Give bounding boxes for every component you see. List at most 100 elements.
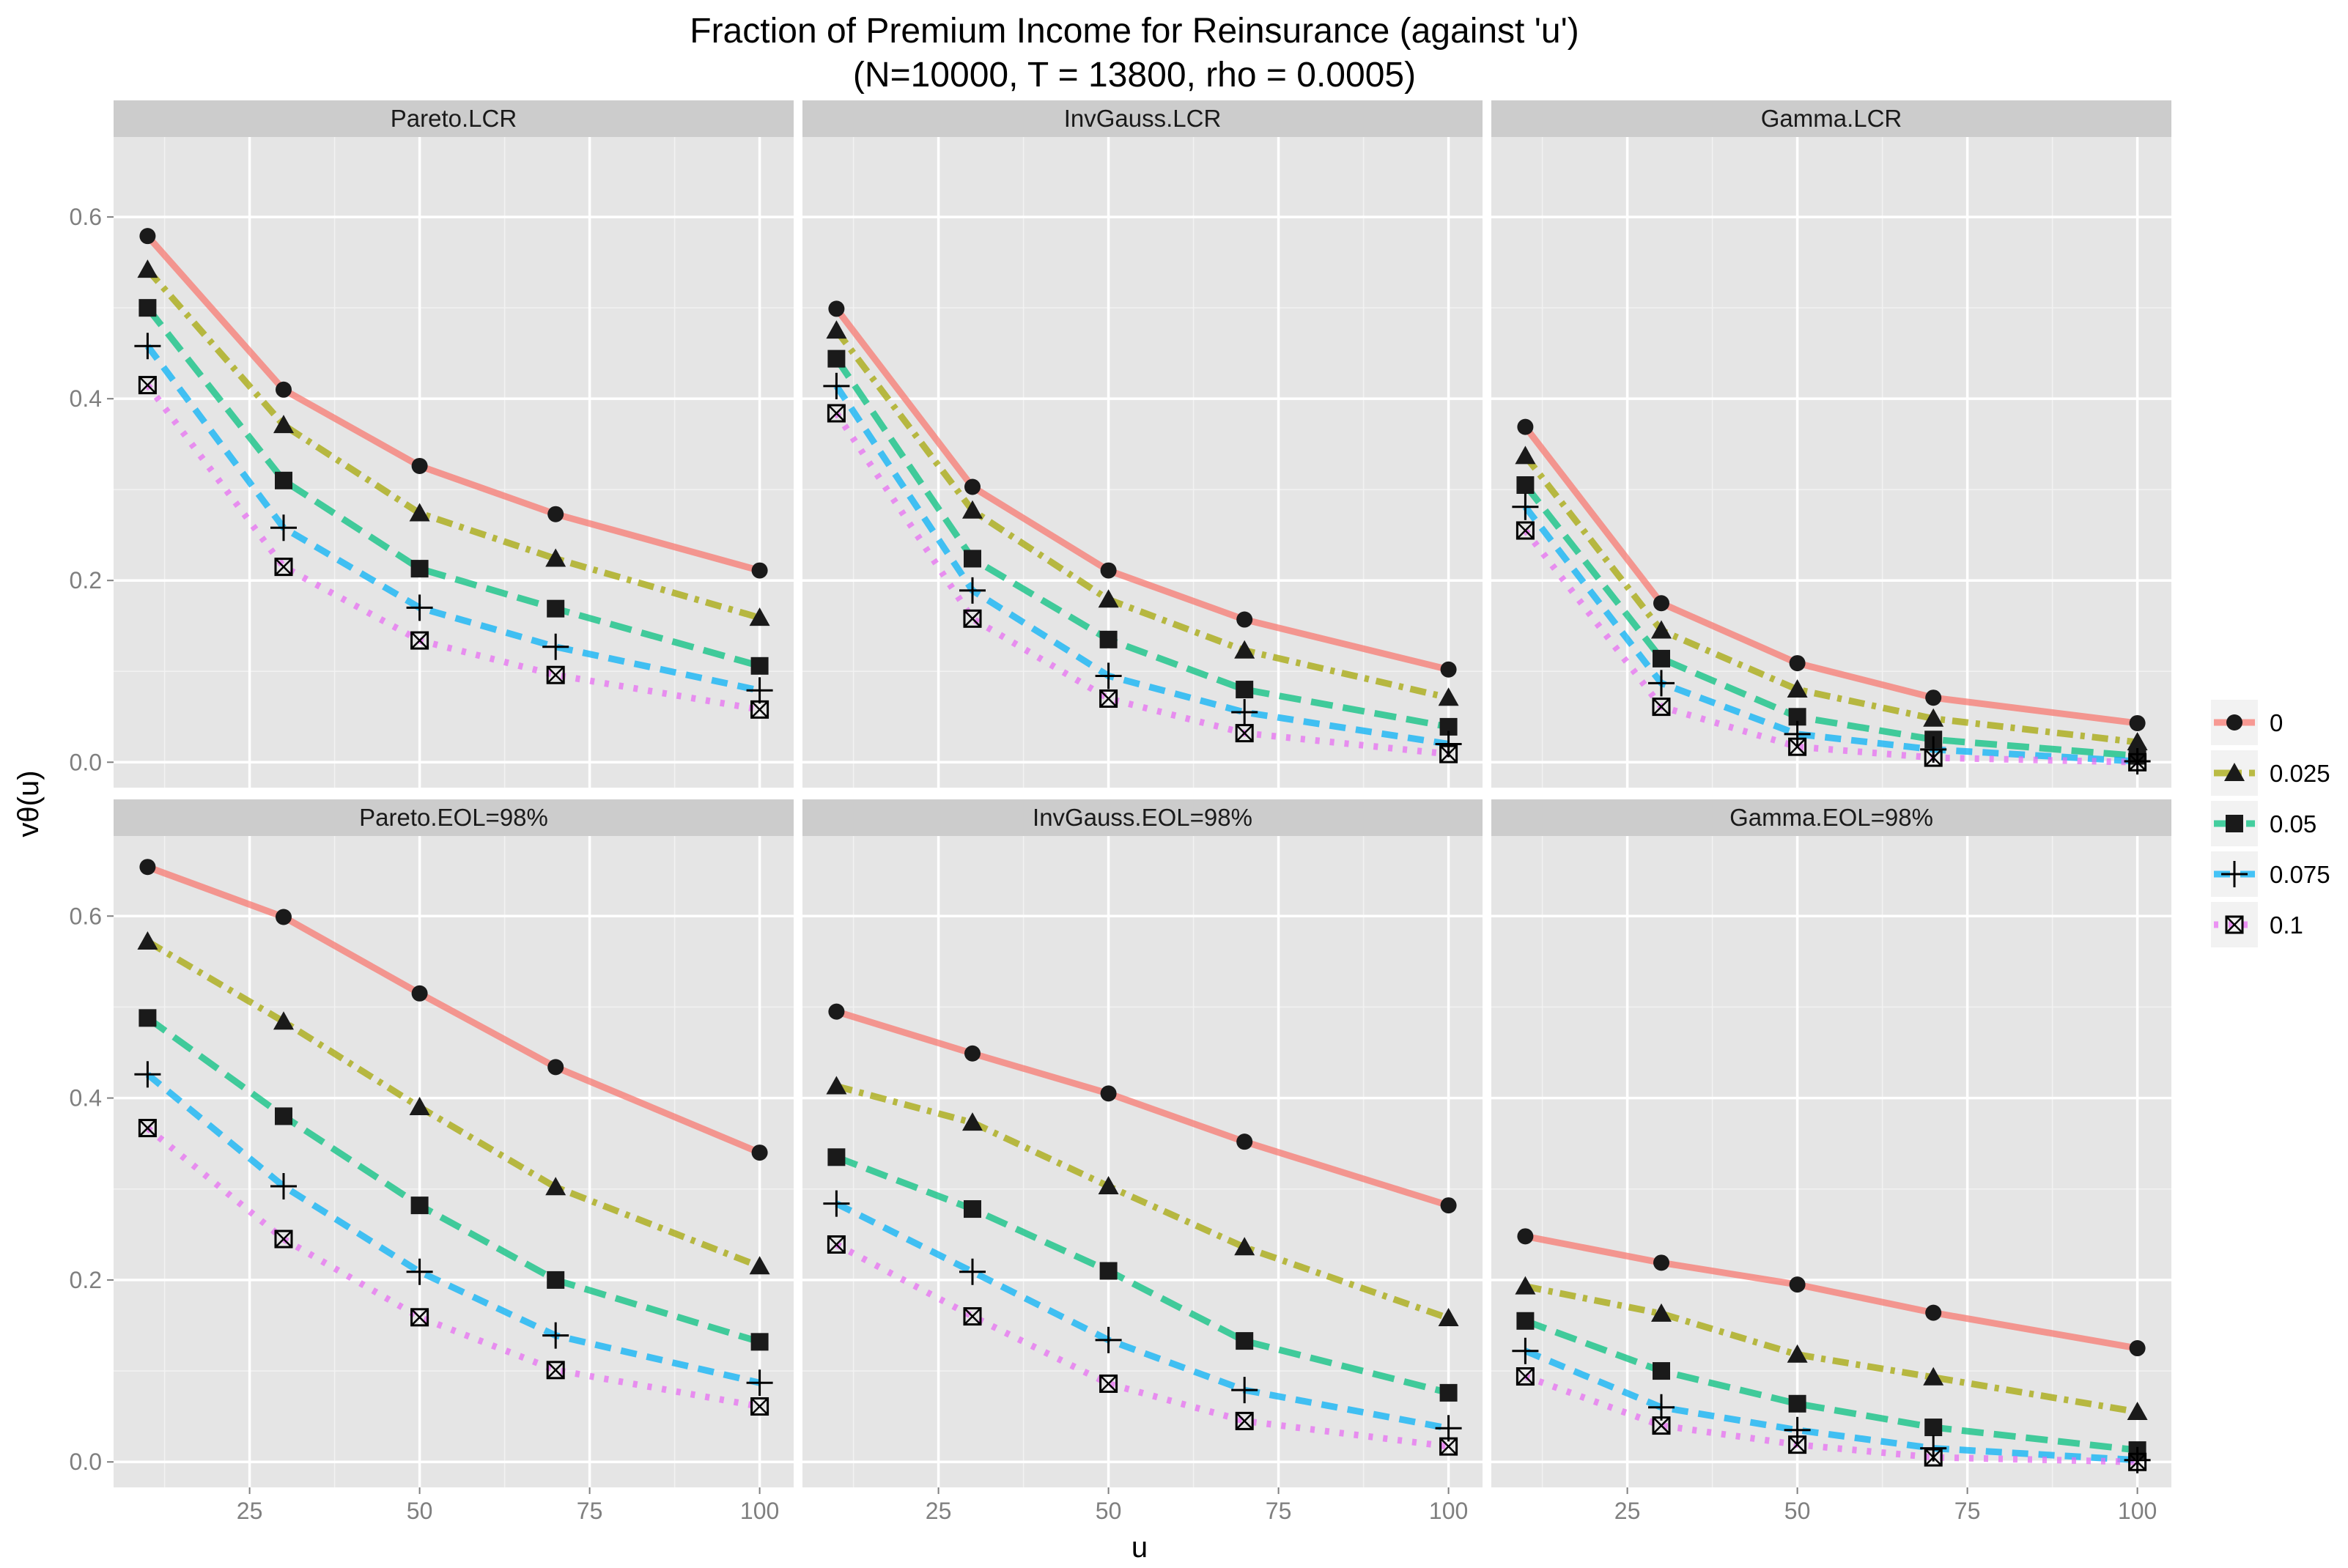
data-point [1516, 521, 1535, 540]
data-point [1235, 724, 1254, 743]
data-point [750, 1333, 769, 1351]
data-point [1439, 1437, 1458, 1456]
data-point [546, 665, 565, 684]
data-point [1517, 1228, 1534, 1245]
data-point [1924, 748, 1943, 767]
data-point [1516, 1367, 1535, 1386]
legend-item-0.1: 0.1 [2209, 901, 2303, 949]
data-point [1515, 1276, 1536, 1295]
data-point [823, 1190, 850, 1217]
data-point [1438, 687, 1459, 706]
data-point [1653, 649, 1670, 667]
data-point [1100, 1085, 1117, 1102]
x-tick-label: 75 [577, 1498, 603, 1524]
data-point [1440, 1197, 1457, 1214]
data-point [1652, 698, 1671, 717]
legend-label: 0 [2270, 709, 2283, 736]
plot-background [802, 836, 1483, 1487]
data-point [826, 320, 847, 339]
data-point [1923, 1367, 1944, 1386]
data-point [1788, 1435, 1807, 1454]
data-point [139, 299, 157, 317]
data-point [2128, 752, 2147, 772]
data-point [746, 1369, 773, 1397]
data-point [273, 415, 294, 434]
series-line-0.1 [1522, 528, 2138, 766]
data-point [751, 1144, 768, 1161]
data-point [1516, 1312, 1535, 1330]
data-point [1440, 661, 1457, 678]
data-point [546, 1361, 565, 1380]
data-point [964, 478, 981, 495]
legend-label: 0.05 [2270, 810, 2316, 837]
panels-group: Pareto.LCR 0.0 0.2 0.4 0.6 InvGauss.LCR Gamma.… [70, 100, 2171, 1524]
data-point [1234, 1237, 1255, 1256]
data-point [1236, 611, 1253, 628]
data-point [964, 550, 981, 568]
data-point [963, 609, 982, 628]
panel-strip-label: Pareto.EOL=98% [359, 804, 548, 831]
data-point [137, 931, 158, 950]
x-tick-label: 100 [2118, 1498, 2157, 1524]
data-point [1787, 679, 1808, 698]
plot-background [114, 137, 794, 788]
y-tick-label: 0.0 [70, 749, 102, 775]
data-point [410, 1197, 429, 1215]
data-point [963, 1307, 982, 1326]
data-point [547, 1059, 564, 1076]
x-tick-label: 75 [1266, 1498, 1292, 1524]
series-line-0.1 [833, 411, 1450, 758]
series-line-0.05 [144, 306, 761, 670]
x-tick-label: 100 [740, 1498, 779, 1524]
data-point [1787, 1344, 1808, 1363]
x-tick-label: 50 [407, 1498, 433, 1524]
data-point [138, 1119, 157, 1138]
legend-item-0: 0 [2209, 698, 2283, 747]
plot-background [1491, 137, 2171, 788]
data-point [1925, 1304, 1942, 1321]
data-point [1439, 744, 1458, 763]
data-point [1439, 1383, 1458, 1402]
data-point [828, 300, 845, 317]
chart-subtitle: (N=10000, T = 13800, rho = 0.0005) [853, 56, 1416, 95]
panel-strip-label: Pareto.LCR [391, 105, 517, 132]
data-point [964, 1045, 981, 1062]
chart-title: Fraction of Premium Income for Reinsuran… [690, 12, 1579, 51]
legend: 0 0.025 0.05 0.075 0.1 [2209, 698, 2330, 949]
panel-strip-label: Gamma.LCR [1761, 105, 1902, 132]
data-point [1236, 681, 1254, 699]
data-point [542, 1322, 569, 1349]
data-point [410, 1308, 429, 1327]
data-point [1235, 1411, 1254, 1430]
data-point [962, 1112, 983, 1131]
data-point [547, 599, 565, 618]
legend-item-0.05: 0.05 [2209, 799, 2316, 848]
data-point [275, 1107, 292, 1125]
legend-item-0.025: 0.025 [2209, 749, 2330, 797]
data-point [750, 700, 769, 719]
y-tick-label: 0.6 [70, 204, 102, 230]
plot-background [1491, 836, 2171, 1487]
data-point [1788, 1394, 1806, 1413]
data-point [1098, 589, 1119, 608]
series-line-0.025 [1522, 454, 2138, 746]
plot-background [802, 137, 1483, 788]
data-point [1515, 445, 1536, 465]
data-point [1100, 562, 1117, 579]
data-point [827, 350, 846, 368]
data-point [1435, 1415, 1462, 1442]
series-line-0.075 [1524, 1347, 2138, 1464]
data-point [1653, 595, 1669, 612]
data-point [751, 562, 768, 579]
data-point [1516, 476, 1535, 495]
y-tick-label: 0.4 [70, 385, 102, 412]
panel-strip [1491, 100, 2171, 137]
data-point [138, 376, 157, 395]
data-point [1924, 1419, 1943, 1437]
series-line-0.05 [1524, 1317, 2138, 1454]
data-point [1925, 689, 1942, 706]
data-point [274, 1229, 293, 1249]
x-tick-label: 25 [237, 1498, 263, 1524]
legend-marker [2221, 861, 2248, 887]
data-point [1095, 1326, 1122, 1353]
